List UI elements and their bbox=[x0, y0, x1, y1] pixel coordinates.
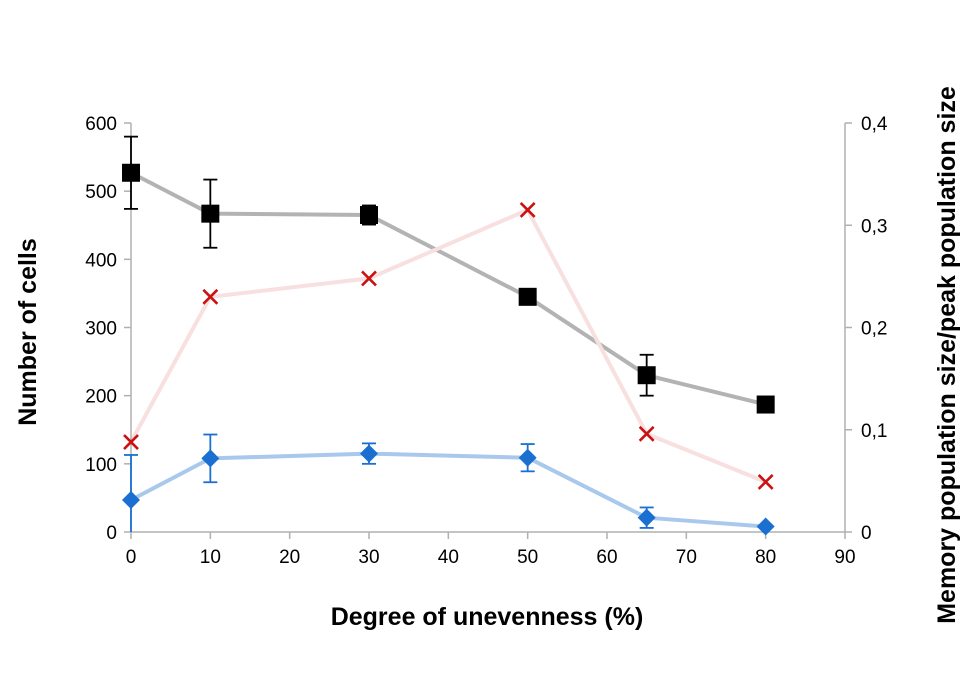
x-tick-label: 80 bbox=[755, 547, 776, 568]
y-tick-label: 500 bbox=[85, 182, 117, 203]
series-line bbox=[129, 207, 767, 484]
data-point-square bbox=[360, 206, 378, 225]
x-tick-label: 0 bbox=[126, 547, 137, 568]
x-tick-label: 70 bbox=[676, 547, 697, 568]
x-tick-label: 60 bbox=[596, 547, 617, 568]
data-point-square bbox=[637, 366, 656, 385]
error-bars bbox=[124, 135, 654, 532]
y2-tick-label: 0,1 bbox=[861, 421, 887, 442]
x-tick-label: 10 bbox=[200, 547, 221, 568]
y2-tick-label: 0,2 bbox=[861, 319, 887, 340]
data-point-square bbox=[201, 204, 220, 223]
y-tick-label: 0 bbox=[106, 523, 117, 544]
x-tick-label: 30 bbox=[358, 547, 379, 568]
data-point-square bbox=[122, 163, 140, 182]
x-axis-title: Degree of unevenness (%) bbox=[331, 603, 644, 631]
data-point-x bbox=[202, 288, 219, 305]
series-line bbox=[130, 170, 767, 407]
data-point-square bbox=[518, 287, 537, 306]
data-point-x bbox=[361, 270, 377, 287]
data-point-diamond bbox=[122, 490, 140, 509]
y2-tick-label: 0,3 bbox=[861, 216, 887, 237]
y-axis-title: Number of cells bbox=[14, 238, 42, 426]
y2-tick-label: 0 bbox=[861, 523, 872, 544]
y-tick-label: 600 bbox=[85, 114, 117, 135]
x-tick-label: 20 bbox=[279, 547, 300, 568]
x-tick-label: 50 bbox=[517, 547, 538, 568]
tick-labels: 0 10 20 30 40 50 60 70 80 90 0 100 200 300 400 500 600 0 0… bbox=[85, 114, 888, 568]
y-tick-label: 300 bbox=[85, 319, 117, 340]
y-tick-label: 400 bbox=[85, 250, 117, 271]
data-point-diamond bbox=[637, 508, 656, 527]
y2-tick-label: 0,4 bbox=[861, 114, 888, 135]
data-point-x bbox=[757, 473, 774, 490]
x-tick-label: 90 bbox=[834, 547, 855, 568]
y-tick-label: 200 bbox=[85, 387, 117, 408]
data-point-x bbox=[123, 434, 139, 450]
series-lines bbox=[129, 170, 767, 529]
data-point-diamond bbox=[756, 517, 775, 536]
series-line bbox=[130, 451, 766, 529]
x-tick-label: 40 bbox=[438, 547, 459, 568]
y-tick-label: 100 bbox=[85, 455, 117, 476]
data-point-diamond bbox=[360, 444, 378, 463]
data-point-x bbox=[519, 201, 536, 218]
y2-axis-title: Memory population size/peak population s… bbox=[933, 86, 961, 624]
axes bbox=[124, 122, 852, 539]
data-markers bbox=[122, 163, 775, 536]
data-point-square bbox=[756, 395, 775, 414]
data-point-diamond bbox=[518, 448, 537, 467]
data-point-diamond bbox=[201, 449, 220, 468]
data-point-x bbox=[638, 425, 655, 442]
